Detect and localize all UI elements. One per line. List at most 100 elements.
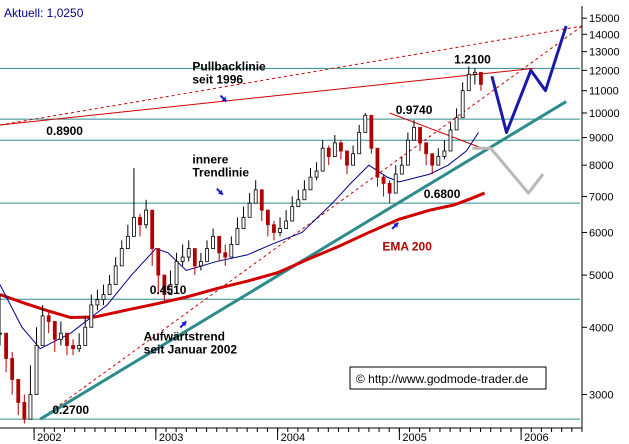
candle-body — [442, 150, 447, 157]
y-tick-label: 10000 — [589, 108, 620, 120]
candle-body — [40, 315, 45, 346]
candle-body — [284, 220, 289, 229]
candle-body — [399, 164, 404, 175]
y-tick-label: 7000 — [589, 191, 613, 203]
candle-body — [125, 235, 130, 249]
level-label: 1.2100 — [454, 52, 491, 66]
candle-body — [0, 332, 2, 335]
candle-body — [192, 248, 197, 267]
candle-body — [454, 117, 459, 131]
candle-body — [144, 209, 149, 226]
x-tick-label: 2002 — [37, 432, 61, 444]
candle-body — [113, 265, 118, 286]
x-tick-label: 2005 — [402, 432, 426, 444]
candle-body — [22, 402, 27, 420]
annotation-text: EMA 200 — [382, 240, 432, 254]
y-tick-label: 6000 — [589, 227, 613, 239]
candle-body — [253, 189, 258, 204]
projections — [472, 25, 568, 195]
candle-body — [58, 332, 63, 340]
trendline-pullback — [0, 67, 534, 126]
candle-body — [278, 228, 282, 233]
candle-body — [71, 345, 75, 350]
candle-body — [430, 153, 435, 166]
candle-body — [272, 224, 276, 233]
y-tick-label: 3000 — [589, 390, 613, 402]
annotation-text: Aufwärtstrend — [144, 329, 225, 343]
annotation-text: Trendlinie — [192, 166, 249, 180]
annotation-text: seit Januar 2002 — [144, 342, 238, 356]
candle-body — [119, 248, 124, 267]
candle-body — [314, 170, 319, 178]
candle-body — [65, 332, 69, 346]
level-label: 0.6800 — [424, 187, 461, 201]
candle-body — [107, 284, 112, 295]
candle-body — [138, 216, 142, 226]
candle-body — [10, 358, 15, 380]
ema200-line — [0, 191, 486, 320]
candle-body — [52, 321, 57, 340]
candle-body — [375, 147, 380, 178]
candle-body — [229, 244, 234, 258]
candle-body — [132, 216, 136, 237]
candle-body — [479, 71, 483, 85]
candle-body — [4, 332, 8, 359]
candle-body — [235, 228, 240, 245]
candle-body — [339, 142, 343, 152]
candle-body — [217, 235, 222, 254]
candle-body — [156, 248, 161, 276]
candle-body — [247, 202, 252, 218]
annotation-text: seit 1996 — [192, 72, 243, 86]
trendline-wedge-top — [389, 112, 483, 149]
level-label: 0.9740 — [396, 103, 433, 117]
arrow-head — [181, 321, 187, 327]
arrow-head — [393, 222, 399, 228]
y-tick-label: 11000 — [589, 86, 619, 98]
candle-body — [46, 315, 51, 322]
candle-body — [223, 252, 228, 258]
arrow-head — [217, 189, 223, 195]
level-lines — [0, 67, 580, 420]
candle-body — [472, 71, 477, 75]
candle-body — [259, 189, 264, 211]
candle-body — [16, 379, 21, 403]
x-tick-label: 2004 — [281, 432, 305, 444]
y-tick-label: 13000 — [589, 47, 620, 59]
x-tick-label: 2003 — [159, 432, 183, 444]
candle-body — [381, 176, 386, 184]
candle-body — [205, 248, 209, 262]
y-tick-label: 8000 — [589, 160, 613, 172]
candle-body — [34, 345, 39, 395]
candle-body — [302, 189, 307, 201]
x-tick-label: 2006 — [524, 432, 548, 444]
candle-body — [448, 129, 453, 152]
candle-body — [332, 142, 337, 157]
y-tick-label: 5000 — [589, 270, 613, 282]
candle-body — [436, 156, 441, 166]
candle-body — [290, 206, 295, 222]
candle-body — [405, 139, 410, 166]
price-bars — [0, 66, 483, 424]
candle-body — [320, 147, 325, 172]
candle-body — [345, 150, 349, 166]
candle-body — [150, 209, 155, 249]
trendline-pullback-ext — [0, 25, 583, 126]
candle-body — [387, 182, 392, 194]
candle-body — [296, 199, 301, 208]
y-tick-label: 15000 — [589, 13, 620, 25]
candle-body — [369, 114, 374, 149]
candle-body — [168, 284, 173, 295]
candle-body — [466, 73, 471, 92]
candle-body — [393, 173, 398, 194]
candle-body — [186, 248, 191, 258]
candle-body — [363, 114, 368, 133]
candle-body — [162, 274, 167, 295]
candle-body — [460, 90, 465, 119]
candle-body — [174, 261, 179, 286]
candle-body — [424, 142, 429, 155]
annotations: 0.8900 0.9740 1.2100 0.6800 0.4510 0.2700 Pull… — [46, 52, 491, 417]
candle-body — [308, 176, 313, 191]
y-tick-label: 4000 — [589, 322, 613, 334]
